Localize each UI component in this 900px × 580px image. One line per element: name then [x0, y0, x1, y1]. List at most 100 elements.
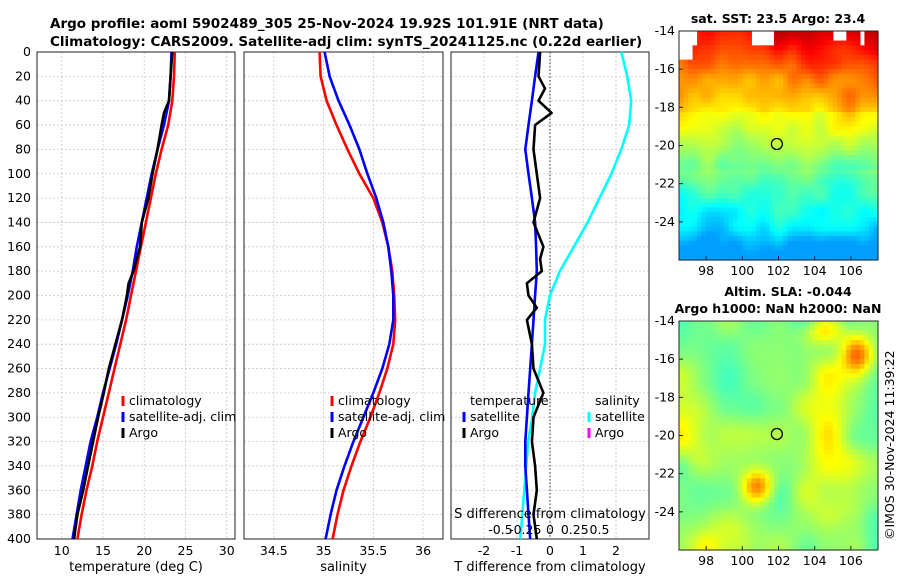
sst-cell: [787, 217, 793, 223]
sst-cell: [868, 255, 875, 261]
sla-cell: [728, 459, 734, 465]
sla-cell: [810, 478, 816, 484]
sst-cell: [832, 93, 838, 99]
sla-cell: [764, 511, 771, 518]
sla-cell: [837, 363, 843, 370]
sla-cell: [819, 335, 825, 341]
sst-cell: [724, 250, 730, 256]
temp-frame: [36, 51, 236, 540]
sla-cell: [855, 435, 861, 441]
sst-cell: [728, 83, 734, 89]
sst-cell: [737, 183, 743, 190]
sla-cell: [728, 445, 734, 451]
sst-cell: [701, 54, 707, 61]
sla-cell: [688, 492, 694, 499]
sla-cell: [796, 411, 802, 418]
sla-cell: [742, 378, 748, 384]
sst-cell: [796, 226, 802, 232]
sst-cell: [692, 255, 698, 261]
sla-cell: [796, 402, 802, 408]
sla-cell: [728, 425, 734, 432]
sla-cell: [850, 530, 856, 537]
sst-cell: [679, 135, 685, 142]
sla-cell: [841, 330, 847, 336]
sst-cell: [755, 64, 762, 70]
sst-cell: [746, 140, 752, 147]
sst-cell: [819, 126, 825, 132]
sla-cell: [683, 478, 689, 484]
sla-cell: [873, 387, 879, 394]
sst-cell: [755, 221, 762, 228]
sla-cell: [683, 330, 689, 336]
sal-legend-argo-label: Argo: [338, 425, 367, 440]
sla-cell: [688, 483, 694, 489]
sst-cell: [837, 97, 843, 104]
sst-cell: [796, 121, 802, 128]
sst-cell: [679, 131, 685, 137]
sst-cell: [710, 78, 716, 85]
sla-cell: [850, 459, 856, 465]
sst-cell: [683, 64, 689, 70]
sst-cell: [697, 236, 703, 242]
sla-cell: [837, 430, 843, 437]
sla-cell: [837, 492, 843, 499]
sst-cell: [873, 226, 879, 232]
sst-cell: [692, 131, 698, 137]
sla-cell: [850, 378, 856, 384]
sla-cell: [868, 487, 875, 494]
sla-cell: [787, 540, 793, 546]
sla-cell: [859, 354, 866, 360]
sst-cell: [792, 40, 798, 46]
sla-cell: [773, 344, 780, 351]
sst-cell: [737, 83, 743, 89]
sla-cell: [728, 545, 734, 551]
sst-cell: [792, 50, 798, 56]
sst-cell: [796, 207, 802, 213]
sst-cell: [837, 83, 843, 89]
sst-cell: [715, 178, 721, 185]
sst-cell: [855, 78, 861, 85]
sla-cell: [746, 502, 752, 508]
sst-cell: [837, 40, 843, 46]
temp-ytick-label: 200: [7, 288, 31, 303]
sla-cell: [841, 521, 847, 527]
sst-cell: [850, 150, 856, 156]
sst-cell: [783, 245, 789, 252]
sst-cell: [683, 83, 689, 89]
sst-cell: [697, 126, 703, 132]
sst-cell: [819, 83, 825, 89]
sla-cell: [805, 373, 811, 379]
sla-cell: [792, 454, 798, 460]
sla-cell: [778, 325, 784, 332]
sst-cell: [837, 102, 843, 108]
sst-cell: [751, 159, 757, 166]
sst-cell: [728, 164, 734, 170]
temp-ytick-label: 280: [7, 385, 31, 400]
sst-cell: [837, 140, 843, 147]
sla-cell: [760, 492, 766, 499]
sla-cell: [728, 397, 734, 403]
sla-cell: [792, 464, 798, 470]
sst-cell: [801, 121, 807, 128]
sst-cell: [801, 231, 807, 237]
sla-cell: [683, 483, 689, 489]
sla-cell: [746, 487, 752, 494]
sla-cell: [778, 464, 784, 470]
sla-cell: [701, 511, 707, 518]
sla-cell: [701, 416, 707, 422]
sst-cell: [814, 236, 820, 242]
sla-cell: [733, 368, 739, 375]
sla-cell: [792, 383, 798, 389]
sst-cell: [760, 193, 766, 199]
sst-cell: [855, 245, 861, 252]
sla-cell: [823, 335, 829, 341]
sst-cell: [760, 255, 766, 261]
sla-cell: [810, 425, 816, 432]
sla-cell: [746, 349, 752, 355]
sla-cell: [855, 383, 861, 389]
sst-cell: [733, 212, 739, 218]
sla-cell: [783, 464, 789, 470]
sst-cell: [796, 45, 802, 51]
sst-cell: [688, 121, 694, 128]
sla-cell: [688, 473, 694, 480]
